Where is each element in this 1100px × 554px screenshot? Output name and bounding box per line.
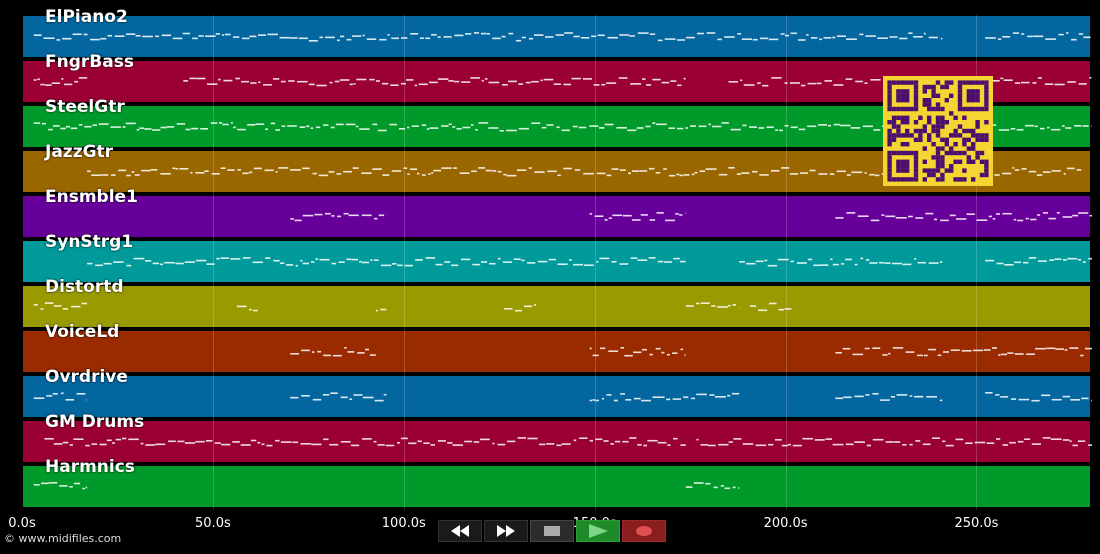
play-button[interactable]	[576, 520, 620, 542]
copyright-text: © www.midifiles.com	[4, 532, 122, 545]
time-tick-label: 0.0s	[8, 516, 36, 531]
stop-button[interactable]	[530, 520, 574, 542]
fast-forward-button[interactable]	[484, 520, 528, 542]
note-roll	[290, 347, 1092, 357]
track-name: GM Drums	[45, 412, 145, 432]
rewind-button[interactable]	[438, 520, 482, 542]
track-lane[interactable]: ElPiano2	[22, 7, 1091, 58]
time-tick-label: 50.0s	[195, 516, 231, 531]
qr-code-icon	[883, 76, 993, 186]
note-roll	[33, 392, 1092, 402]
track-name: Ensmble1	[45, 187, 138, 207]
qr-pattern	[887, 80, 989, 182]
track-lane[interactable]: SynStrg1	[22, 232, 1092, 283]
track-name: Harmnics	[45, 457, 135, 477]
track-name: VoiceLd	[45, 322, 120, 342]
track-lane[interactable]: Harmnics	[22, 457, 1091, 508]
time-tick-label: 250.0s	[954, 516, 999, 531]
track-name: SynStrg1	[45, 232, 134, 252]
note-roll	[33, 32, 1091, 42]
note-roll	[290, 212, 1092, 222]
transport-controls	[438, 520, 668, 542]
track-lane[interactable]: Ensmble1	[22, 187, 1092, 238]
track-lane[interactable]: VoiceLd	[22, 322, 1092, 373]
track-name: ElPiano2	[45, 7, 128, 27]
note-roll	[87, 257, 1092, 267]
track-name: Ovrdrive	[45, 367, 128, 387]
time-tick-label: 100.0s	[381, 516, 426, 531]
note-roll	[33, 302, 792, 312]
track-name: Distortd	[45, 277, 124, 297]
rewind-icon	[451, 525, 469, 537]
track-lane[interactable]: Ovrdrive	[22, 367, 1092, 418]
track-lanes: ElPiano2 FngrBass SteelGtr JazzGtr Ensmble1 S…	[22, 7, 1092, 510]
record-icon	[636, 526, 652, 536]
record-button[interactable]	[622, 520, 666, 542]
track-name: FngrBass	[45, 52, 134, 72]
track-lane[interactable]: GM Drums	[22, 412, 1092, 463]
note-roll	[33, 482, 740, 490]
track-name: SteelGtr	[45, 97, 125, 117]
time-tick-label: 200.0s	[763, 516, 808, 531]
fast-forward-icon	[497, 525, 515, 537]
note-roll	[44, 437, 1092, 447]
play-icon	[589, 524, 608, 538]
track-name: JazzGtr	[45, 142, 114, 162]
stop-icon	[544, 526, 560, 536]
note-roll	[87, 167, 1082, 177]
track-lane[interactable]: Distortd	[22, 277, 1091, 328]
